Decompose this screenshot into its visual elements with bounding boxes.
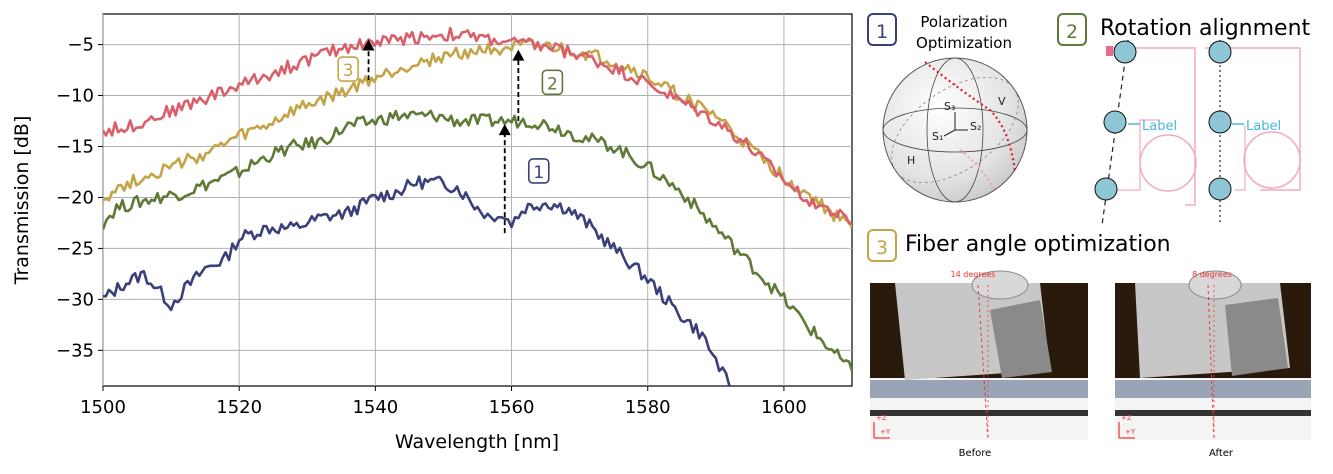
before-angle-label: 14 degrees bbox=[951, 270, 996, 279]
y-ticks: −5 −10 −15 −20 −25 −30 −35 bbox=[56, 35, 103, 361]
y-tick-label: −25 bbox=[56, 238, 94, 259]
series-lines bbox=[103, 26, 852, 386]
after-angle-label: 8 degrees bbox=[1192, 270, 1232, 279]
panel-fiber-angle: 3 Fiber angle optimization 14 degrees +Z… bbox=[867, 229, 1311, 459]
waveguide-left bbox=[1110, 119, 1160, 191]
before-chip-line bbox=[870, 410, 1088, 416]
before-holder bbox=[971, 270, 1029, 300]
y-tick-label: −15 bbox=[56, 136, 94, 157]
label-s1: S₁ bbox=[932, 130, 943, 143]
before-caption: Before bbox=[959, 448, 992, 459]
x-tick-label: 1560 bbox=[489, 397, 535, 418]
before-photo: 14 degrees +Z +Y bbox=[870, 270, 1088, 441]
after-angle-line bbox=[1207, 284, 1215, 441]
y-tick-label: −10 bbox=[56, 86, 94, 107]
s1-axis bbox=[943, 129, 956, 137]
y-axis-label: Transmission [dB] bbox=[11, 116, 33, 286]
annotation-badge-3 bbox=[337, 56, 359, 82]
after-holder bbox=[1188, 270, 1242, 300]
waveguide-outline-right bbox=[1205, 47, 1301, 191]
fiber-1 bbox=[1113, 40, 1137, 64]
before-angle-line bbox=[977, 284, 989, 441]
x-ticks: 1500 1520 1540 1560 1580 1600 bbox=[80, 386, 807, 418]
ring-left bbox=[1139, 134, 1197, 192]
x-tick-label: 1520 bbox=[216, 397, 262, 418]
panel1-badge bbox=[867, 13, 897, 46]
fiber-2 bbox=[1103, 110, 1127, 134]
y-tick-label: −5 bbox=[67, 35, 94, 56]
annotation-badge-2 bbox=[541, 69, 564, 96]
sphere-equator bbox=[882, 107, 1028, 153]
label-text-left: Label bbox=[1142, 119, 1177, 134]
panel3-title: Fiber angle optimization bbox=[905, 232, 1171, 257]
series-line-4 bbox=[103, 26, 852, 225]
sphere-meridian bbox=[926, 57, 984, 203]
after-fiber-side bbox=[1225, 298, 1288, 376]
waveguide-right bbox=[1235, 125, 1246, 191]
panel1-title-line2: Optimization bbox=[916, 34, 1012, 52]
before-z-label: +Z bbox=[876, 414, 887, 422]
before-y-label: +Y bbox=[880, 428, 891, 436]
polarization-trace-back bbox=[959, 149, 996, 191]
plot-area bbox=[102, 13, 853, 387]
annotation-badge-1 bbox=[527, 158, 550, 184]
annotations: 1 2 3 bbox=[337, 39, 564, 234]
y-tick-label: −30 bbox=[56, 289, 94, 310]
panel2-number: 2 bbox=[1066, 21, 1078, 43]
waveguide-outline-left bbox=[1110, 47, 1196, 206]
x-tick-label: 1600 bbox=[761, 397, 807, 418]
after-y-label: +Y bbox=[1125, 428, 1136, 436]
coupler-mark bbox=[1106, 46, 1113, 56]
series-line-2 bbox=[103, 109, 852, 372]
panel1-number: 1 bbox=[876, 21, 888, 43]
annotation-arrowhead-2 bbox=[512, 49, 525, 61]
panel-polarization: 1 Polarization Optimization S₃ S₁ S₂ V H bbox=[867, 13, 1028, 203]
transmission-chart: 1 2 3 1500 1520 1540 1560 1580 1600 −5 −10 −15 −20… bbox=[11, 13, 853, 453]
before-fiber-side bbox=[990, 300, 1052, 378]
series-line-1 bbox=[103, 175, 731, 386]
after-photo: 8 degrees +Z +Y bbox=[1115, 270, 1311, 441]
fiber-3 bbox=[1094, 177, 1118, 201]
label-h: H bbox=[907, 154, 915, 167]
fiber-6 bbox=[1208, 177, 1232, 201]
y-tick-label: −35 bbox=[56, 340, 94, 361]
x-tick-label: 1580 bbox=[625, 397, 671, 418]
polarization-trace bbox=[924, 61, 1017, 173]
panel1-title-line1: Polarization bbox=[920, 13, 1007, 31]
after-chip-top bbox=[1115, 380, 1311, 398]
panel3-badge bbox=[867, 229, 897, 262]
after-caption: After bbox=[1209, 448, 1234, 459]
grid bbox=[102, 14, 852, 386]
y-tick-label: −20 bbox=[56, 187, 94, 208]
series-line-3 bbox=[103, 38, 852, 229]
annotation-label-3: 3 bbox=[343, 61, 354, 81]
before-chip-top bbox=[870, 380, 1088, 398]
label-s2: S₂ bbox=[970, 120, 981, 133]
after-z-label: +Z bbox=[1121, 414, 1132, 422]
fiber-5 bbox=[1208, 110, 1232, 134]
annotation-label-2: 2 bbox=[547, 74, 558, 94]
annotation-arrowhead-3 bbox=[362, 39, 375, 51]
fiber-4 bbox=[1208, 40, 1232, 64]
sphere-dashed-circle bbox=[891, 76, 1019, 184]
panel3-number: 3 bbox=[876, 237, 888, 259]
label-s3: S₃ bbox=[944, 100, 955, 113]
x-tick-label: 1500 bbox=[80, 397, 126, 418]
label-text-right: Label bbox=[1246, 119, 1281, 134]
annotation-label-1: 1 bbox=[533, 163, 544, 183]
panel-rotation: 2 Rotation alignment Label Label bbox=[1057, 13, 1311, 226]
x-axis-label: Wavelength [nm] bbox=[395, 431, 559, 453]
label-v: V bbox=[998, 95, 1006, 108]
ring-right bbox=[1243, 131, 1301, 189]
x-tick-label: 1540 bbox=[352, 397, 398, 418]
annotation-arrowhead-1 bbox=[498, 124, 511, 136]
panel2-title: Rotation alignment bbox=[1100, 16, 1311, 41]
panel2-badge bbox=[1057, 13, 1087, 46]
